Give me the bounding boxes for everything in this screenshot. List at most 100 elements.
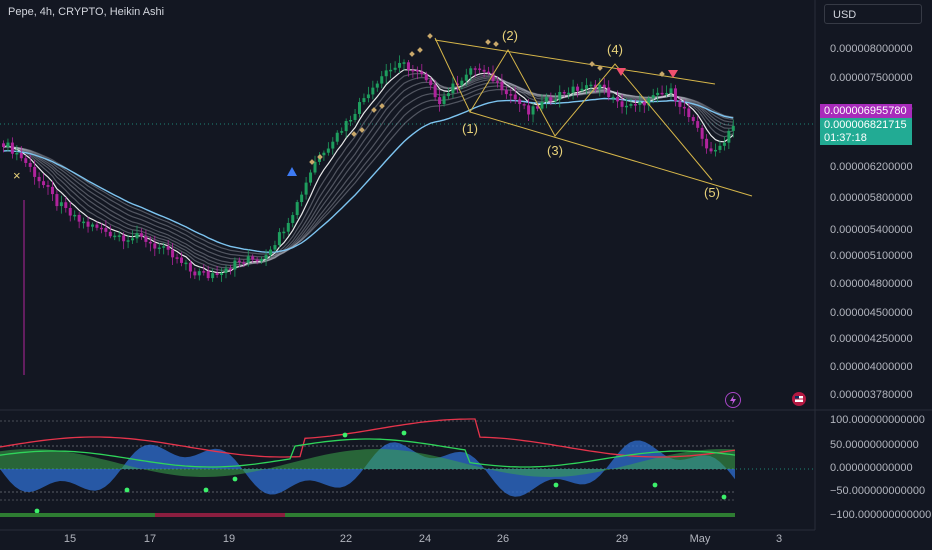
candle (349, 119, 353, 122)
signal-diamond (659, 71, 665, 77)
candle (691, 117, 695, 122)
candle (82, 221, 86, 224)
oscillator-tick-label: 50.000000000000 (830, 439, 919, 451)
candle (669, 88, 673, 94)
candle (42, 181, 46, 186)
triangle-down-icon (668, 70, 678, 78)
candle (718, 145, 722, 150)
candle (366, 94, 370, 99)
chart-title: Pepe, 4h, CRYPTO, Heikin Ashi (8, 6, 165, 18)
signal-diamond (359, 127, 365, 133)
ribbon-line (3, 75, 734, 269)
candle (273, 245, 277, 250)
candle (460, 80, 464, 86)
currency-button[interactable]: USD (824, 4, 922, 24)
candle (687, 108, 691, 118)
candle (135, 233, 139, 239)
candle (584, 85, 588, 89)
osc-signal-dot (401, 430, 407, 436)
osc-signal-dot (203, 487, 209, 493)
candle (638, 101, 642, 105)
candle (188, 262, 192, 272)
candle (304, 182, 308, 195)
candle (527, 105, 531, 115)
trend-bar-segment (155, 513, 285, 517)
candles (2, 55, 735, 375)
candle (495, 81, 499, 83)
candle (602, 84, 606, 88)
wave-path (434, 37, 713, 181)
candle (309, 172, 313, 183)
date-tick-label: 22 (339, 533, 353, 545)
candle (46, 185, 50, 187)
candle (451, 83, 455, 94)
signal-diamond (371, 107, 377, 113)
candle (224, 268, 228, 273)
candle (567, 92, 571, 95)
candle (731, 125, 735, 131)
price-badge-upper: 0.000006955780 (820, 104, 912, 118)
candle (95, 224, 99, 228)
signal-diamond (417, 47, 423, 53)
candle (509, 94, 513, 96)
ribbon-line (3, 72, 734, 271)
price-tick-label: 0.000005800000 (830, 192, 913, 204)
candle (113, 235, 117, 238)
cross-marker: × (13, 168, 21, 183)
candle (469, 68, 473, 75)
candle (162, 246, 166, 248)
candle (633, 104, 637, 106)
candle (180, 257, 183, 263)
candle (531, 106, 535, 115)
candle (122, 235, 126, 242)
lightning-icon[interactable] (725, 392, 741, 408)
candle (647, 98, 651, 106)
flag-icon[interactable] (792, 392, 806, 406)
osc-momentum-area (0, 449, 735, 477)
candle (220, 272, 224, 276)
date-tick-label: 3 (775, 533, 783, 545)
candle (700, 127, 704, 139)
price-tick-label: 0.000005100000 (830, 250, 913, 262)
candle (727, 130, 731, 143)
osc-red-line (0, 418, 736, 458)
candle (264, 254, 268, 260)
candle (362, 98, 366, 103)
candle (86, 221, 90, 227)
candle (629, 104, 633, 106)
candle (251, 256, 255, 260)
price-tick-label: 0.000004800000 (830, 278, 913, 290)
candle (260, 259, 264, 262)
candle (571, 86, 575, 93)
candle (108, 231, 112, 237)
candle (340, 131, 344, 133)
candle (473, 68, 477, 70)
candle (171, 249, 175, 258)
date-tick-label: 17 (143, 533, 157, 545)
candle (144, 236, 148, 242)
candle (487, 71, 491, 74)
candle (705, 138, 709, 149)
wave-label: (1) (462, 121, 478, 136)
date-tick-label: 29 (615, 533, 629, 545)
oscillator-tick-label: 0.000000000000 (830, 462, 913, 474)
wave-label: (5) (704, 185, 720, 200)
ribbon-line (3, 85, 734, 258)
candle (184, 262, 188, 265)
osc-signal-dot (553, 482, 559, 488)
candle (607, 87, 611, 98)
candle (6, 142, 10, 147)
osc-signal-dot (342, 432, 348, 438)
candle (139, 233, 143, 237)
oscillator-tick-label: −100.000000000000 (830, 509, 932, 521)
candle (656, 92, 660, 96)
lower-trendline (469, 111, 753, 197)
candle (335, 132, 339, 142)
candle (402, 62, 406, 64)
signal-diamond (409, 51, 415, 57)
candle (562, 92, 566, 94)
candle (682, 106, 686, 109)
candle (277, 232, 281, 246)
candle (331, 141, 335, 149)
candle (673, 88, 677, 102)
